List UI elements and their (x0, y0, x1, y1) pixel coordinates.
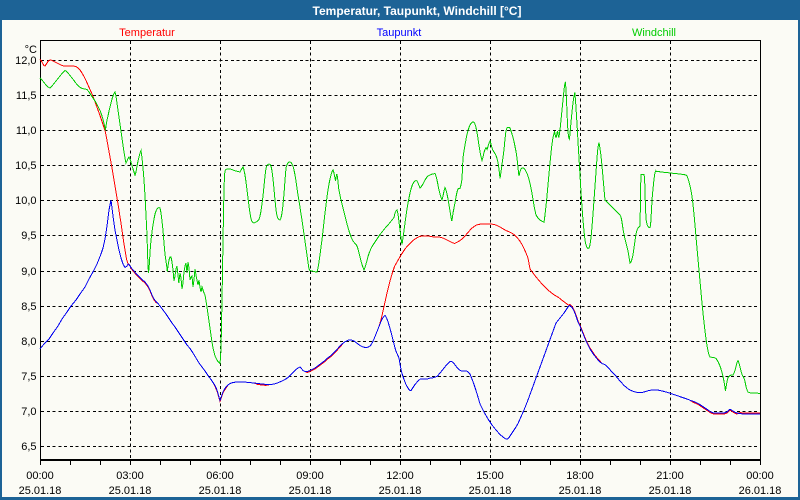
svg-text:15:00: 15:00 (476, 470, 504, 482)
svg-text:12:00: 12:00 (386, 470, 414, 482)
svg-text:25.01.18: 25.01.18 (559, 485, 602, 497)
svg-text:09:00: 09:00 (296, 470, 324, 482)
svg-text:11,0: 11,0 (16, 125, 37, 137)
svg-text:06:00: 06:00 (206, 470, 234, 482)
svg-text:21:00: 21:00 (656, 470, 684, 482)
svg-text:10,0: 10,0 (15, 195, 36, 207)
svg-text:7,5: 7,5 (21, 371, 36, 383)
svg-text:25.01.18: 25.01.18 (649, 485, 692, 497)
svg-text:26.01.18: 26.01.18 (739, 485, 782, 497)
svg-text:00:00: 00:00 (746, 470, 774, 482)
svg-text:7,0: 7,0 (21, 406, 36, 418)
svg-text:18:00: 18:00 (566, 470, 594, 482)
svg-text:10,5: 10,5 (15, 160, 36, 172)
svg-text:25.01.18: 25.01.18 (199, 485, 242, 497)
svg-text:25.01.18: 25.01.18 (289, 485, 332, 497)
svg-text:00:00: 00:00 (26, 470, 54, 482)
svg-text:8,5: 8,5 (21, 301, 36, 313)
svg-text:Windchill: Windchill (632, 27, 676, 39)
svg-text:°C: °C (25, 44, 37, 56)
svg-text:11,5: 11,5 (16, 90, 37, 102)
svg-text:Temperatur: Temperatur (119, 27, 175, 39)
svg-text:Temperatur, Taupunkt, Windchil: Temperatur, Taupunkt, Windchill [°C] (313, 4, 522, 18)
svg-text:6,5: 6,5 (21, 441, 36, 453)
svg-text:9,5: 9,5 (21, 230, 36, 242)
svg-text:Taupunkt: Taupunkt (377, 27, 422, 39)
svg-text:8,0: 8,0 (21, 336, 36, 348)
svg-text:25.01.18: 25.01.18 (109, 485, 152, 497)
svg-text:9,0: 9,0 (21, 266, 36, 278)
svg-text:25.01.18: 25.01.18 (379, 485, 422, 497)
svg-text:03:00: 03:00 (116, 470, 144, 482)
svg-text:25.01.18: 25.01.18 (469, 485, 512, 497)
svg-text:12,0: 12,0 (15, 55, 36, 67)
svg-text:25.01.18: 25.01.18 (19, 485, 62, 497)
